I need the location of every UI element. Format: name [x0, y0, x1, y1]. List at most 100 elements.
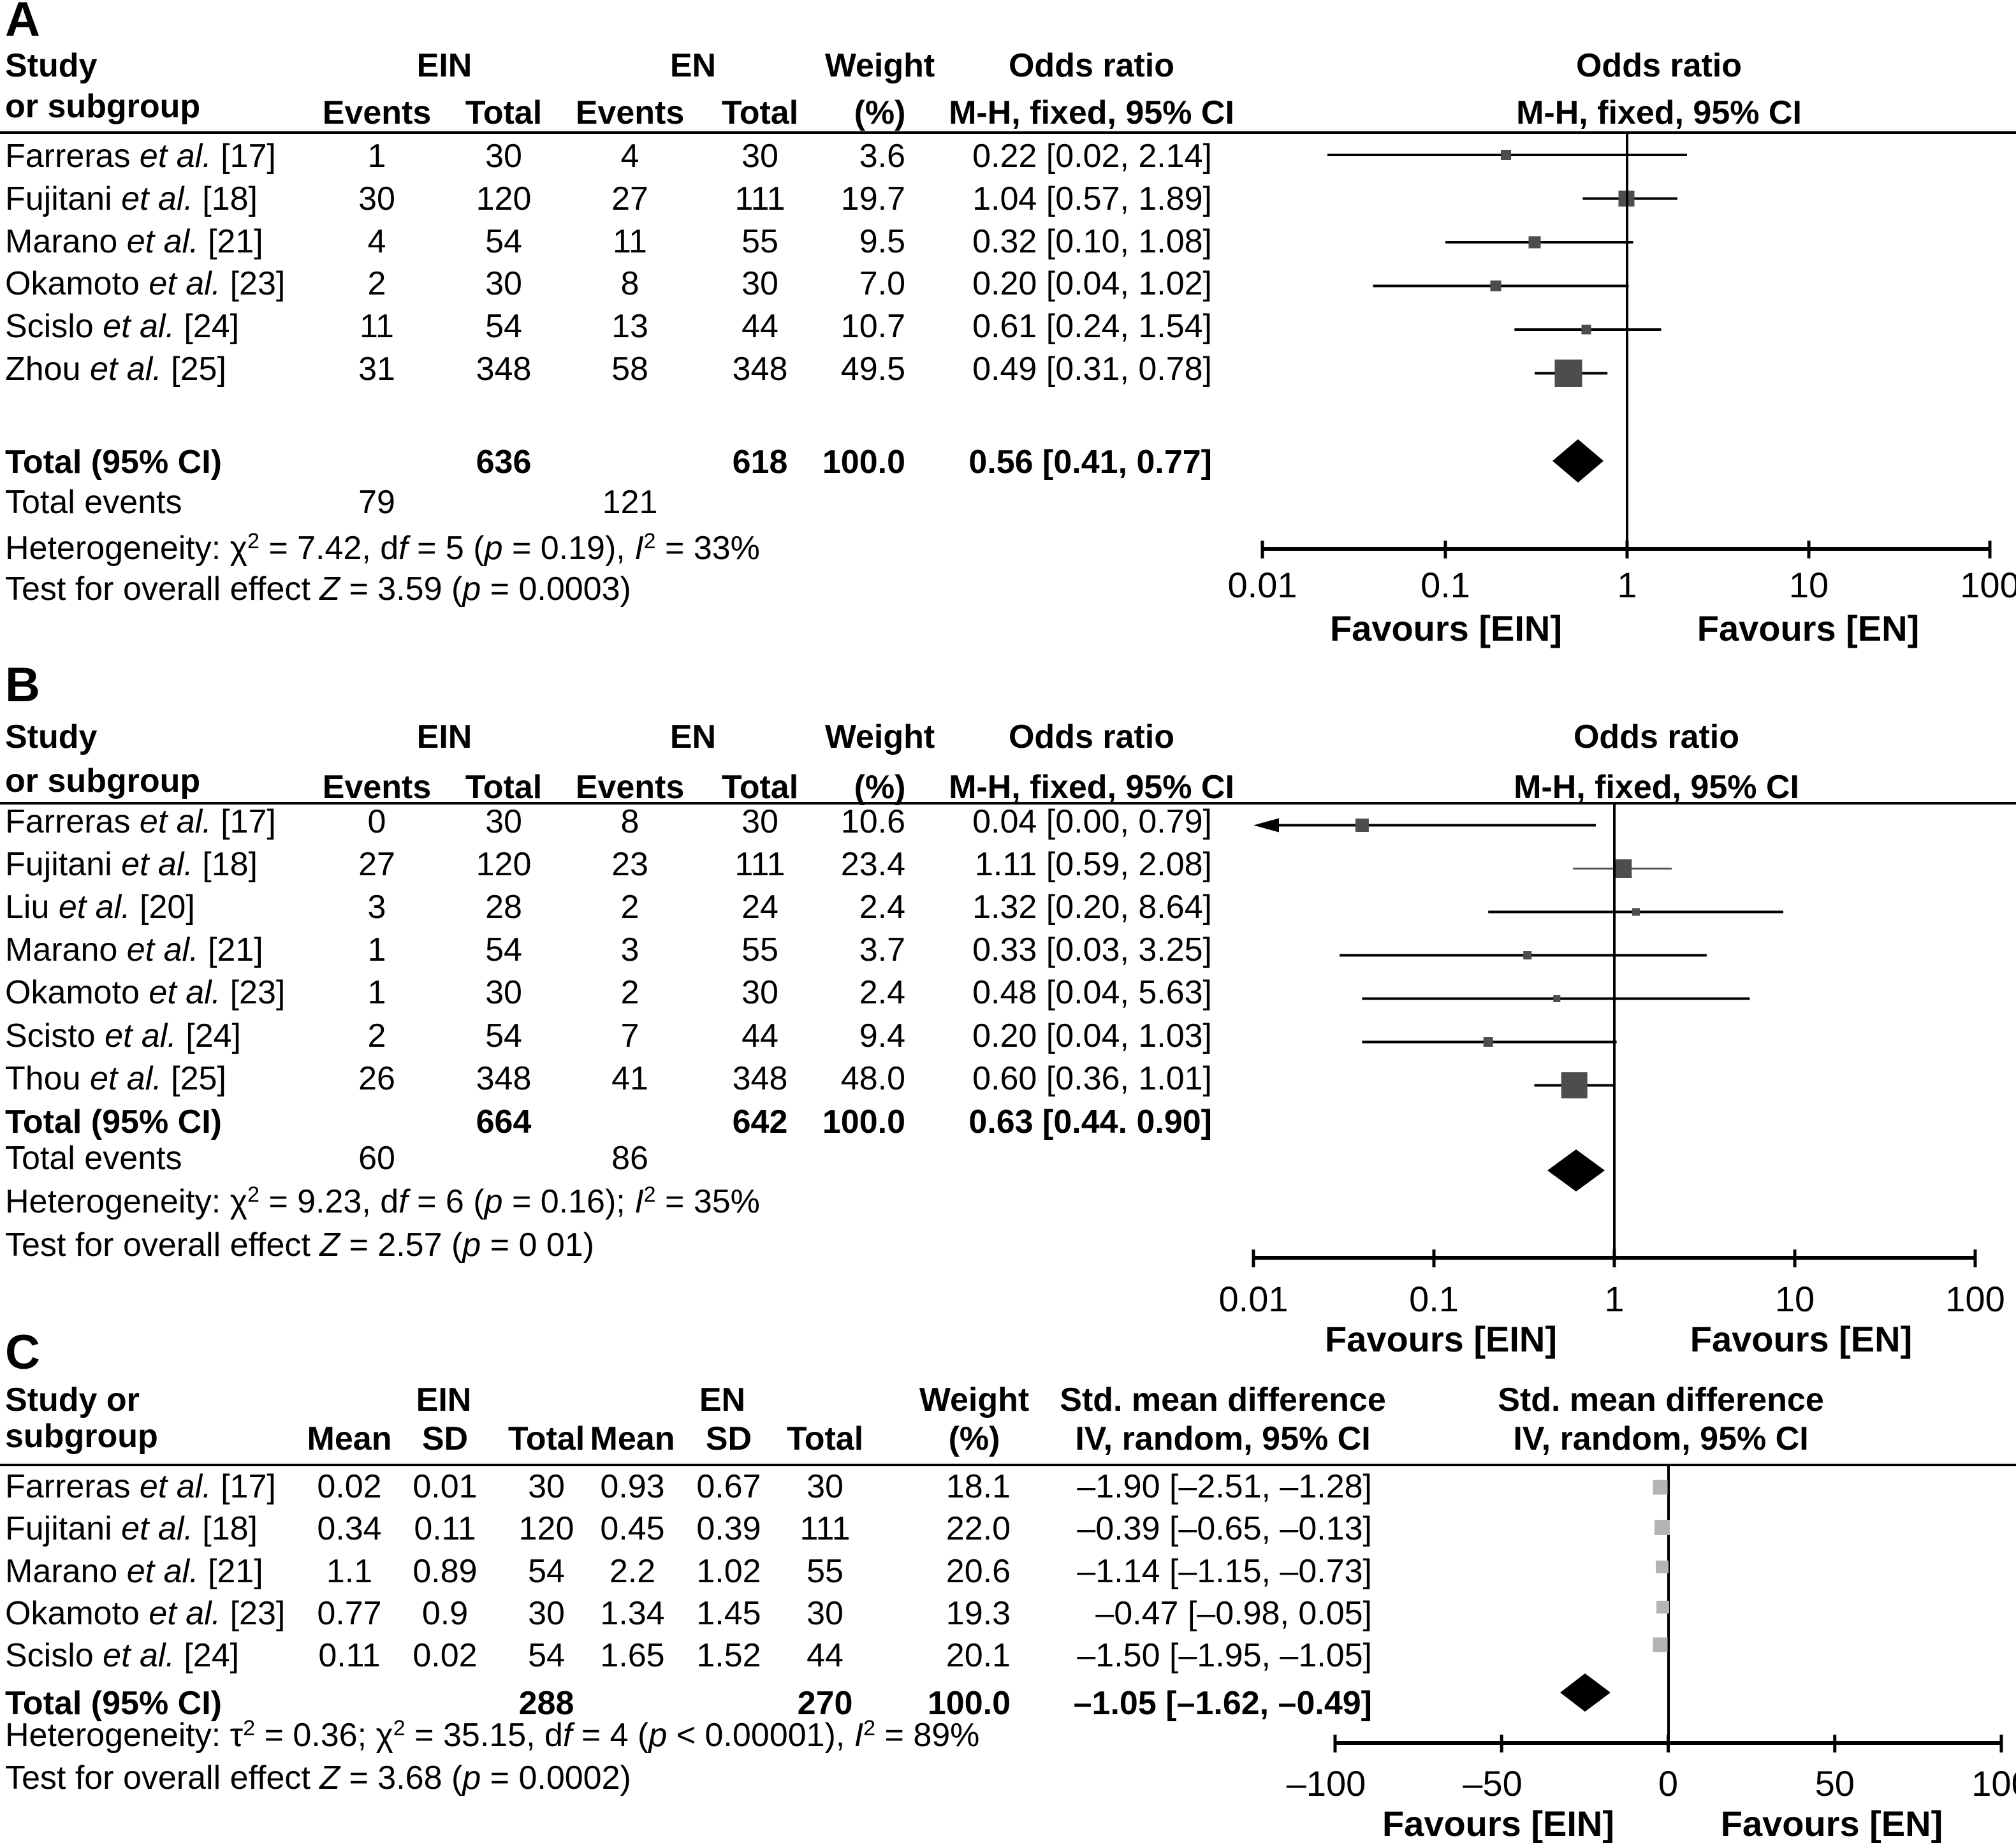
svg-text:A: A [5, 0, 40, 47]
svg-text:100.0: 100.0 [822, 1104, 905, 1140]
svg-text:24: 24 [741, 889, 778, 926]
svg-text:9.5: 9.5 [859, 223, 905, 260]
svg-text:28: 28 [485, 889, 522, 926]
svg-text:30: 30 [741, 138, 778, 175]
svg-text:44: 44 [741, 308, 778, 345]
svg-text:7: 7 [621, 1017, 639, 1054]
svg-text:B: B [5, 658, 40, 712]
svg-text:Farreras et al. [17]: Farreras et al. [17] [5, 803, 276, 840]
svg-text:1.32 [0.20, 8.64]: 1.32 [0.20, 8.64] [972, 889, 1212, 926]
svg-text:54: 54 [485, 1017, 522, 1054]
svg-text:Fujitani et al. [18]: Fujitani et al. [18] [5, 846, 258, 883]
svg-text:Favours [EIN]: Favours [EIN] [1330, 608, 1562, 648]
svg-text:0.02: 0.02 [317, 1468, 381, 1505]
svg-text:Total: Total [722, 94, 798, 131]
svg-text:Odds ratio: Odds ratio [1574, 718, 1739, 755]
svg-text:30: 30 [807, 1468, 844, 1505]
svg-text:49.5: 49.5 [841, 351, 905, 388]
svg-text:55: 55 [741, 223, 778, 260]
svg-text:Mean: Mean [307, 1420, 392, 1457]
svg-text:Favours [EN]: Favours [EN] [1697, 608, 1920, 648]
svg-text:0.20 [0.04, 1.02]: 0.20 [0.04, 1.02] [972, 265, 1212, 302]
svg-text:0.22 [0.02, 2.14]: 0.22 [0.02, 2.14] [972, 138, 1212, 175]
svg-text:–0.39 [–0.65, –0.13]: –0.39 [–0.65, –0.13] [1077, 1510, 1372, 1547]
svg-text:EN: EN [699, 1381, 745, 1418]
svg-text:0.49 [0.31, 0.78]: 0.49 [0.31, 0.78] [972, 351, 1212, 388]
svg-text:subgroup: subgroup [5, 1418, 158, 1455]
svg-text:3: 3 [368, 889, 386, 926]
svg-text:Std. mean difference: Std. mean difference [1060, 1381, 1385, 1418]
svg-text:55: 55 [807, 1553, 844, 1590]
svg-text:100: 100 [1960, 565, 2016, 605]
svg-text:Heterogeneity: χ2​ = 9.23, df: Heterogeneity: χ2​ = 9.23, df = 6 (p = 0… [5, 1183, 760, 1220]
svg-text:30: 30 [485, 138, 522, 175]
svg-text:Favours [EN]: Favours [EN] [1721, 1803, 1943, 1843]
svg-text:Farreras et al. [17]: Farreras et al. [17] [5, 1468, 276, 1505]
svg-text:Okamoto et al. [23]: Okamoto et al. [23] [5, 1595, 285, 1632]
svg-text:13: 13 [611, 308, 648, 345]
svg-text:26: 26 [358, 1060, 395, 1097]
svg-text:31: 31 [358, 351, 395, 388]
svg-text:0.01: 0.01 [1228, 565, 1297, 605]
svg-text:–1.05 [–1.62, –0.49]: –1.05 [–1.62, –0.49] [1074, 1685, 1372, 1722]
svg-text:348: 348 [476, 1060, 532, 1097]
svg-text:54: 54 [528, 1637, 565, 1674]
svg-text:Total: Total [722, 769, 798, 806]
svg-text:0.89: 0.89 [413, 1553, 477, 1590]
svg-text:0.32 [0.10, 1.08]: 0.32 [0.10, 1.08] [972, 223, 1212, 260]
svg-text:19.7: 19.7 [841, 180, 905, 217]
svg-text:44: 44 [807, 1637, 844, 1674]
svg-text:0.1: 0.1 [1421, 565, 1470, 605]
svg-text:0.11: 0.11 [318, 1637, 380, 1674]
svg-text:86: 86 [611, 1140, 648, 1177]
svg-text:4: 4 [621, 138, 639, 175]
svg-text:642: 642 [733, 1104, 788, 1140]
svg-text:EN: EN [670, 718, 716, 755]
svg-text:1.11 [0.59, 2.08]: 1.11 [0.59, 2.08] [975, 846, 1212, 883]
svg-text:0.01: 0.01 [413, 1468, 477, 1505]
svg-text:Odds ratio: Odds ratio [1009, 718, 1174, 755]
svg-text:0.93: 0.93 [600, 1468, 664, 1505]
svg-text:Total (95% CI): Total (95% CI) [5, 444, 222, 481]
svg-text:Test for overall effect Z = 3.: Test for overall effect Z = 3.68 (p = 0.… [5, 1759, 631, 1796]
svg-text:Thou et al. [25]: Thou et al. [25] [5, 1060, 226, 1097]
svg-text:Total (95% CI): Total (95% CI) [5, 1104, 222, 1140]
svg-text:IV, random, 95% CI: IV, random, 95% CI [1075, 1420, 1370, 1457]
svg-text:0.33 [0.03, 3.25]: 0.33 [0.03, 3.25] [972, 931, 1212, 968]
svg-text:2: 2 [368, 1017, 386, 1054]
svg-text:Weight: Weight [825, 47, 935, 84]
svg-text:348: 348 [733, 1060, 788, 1097]
svg-text:121: 121 [603, 484, 658, 521]
svg-text:Scislo et al. [24]: Scislo et al. [24] [5, 1637, 239, 1674]
svg-text:Total: Total [465, 94, 542, 131]
svg-text:M-H, fixed, 95% CI: M-H, fixed, 95% CI [1514, 769, 1799, 806]
svg-text:Total: Total [787, 1420, 863, 1457]
svg-text:0: 0 [1658, 1763, 1678, 1803]
svg-text:Favours [EIN]: Favours [EIN] [1325, 1319, 1557, 1359]
svg-text:0.63 [0.44. 0.90]: 0.63 [0.44. 0.90] [968, 1104, 1212, 1140]
svg-text:0.11: 0.11 [414, 1510, 476, 1547]
svg-text:Okamoto et al. [23]: Okamoto et al. [23] [5, 974, 285, 1011]
svg-text:Marano et al. [21]: Marano et al. [21] [5, 1553, 263, 1590]
svg-text:618: 618 [733, 444, 788, 481]
svg-text:30: 30 [485, 803, 522, 840]
svg-text:4: 4 [368, 223, 386, 260]
svg-text:SD: SD [422, 1420, 468, 1457]
svg-text:Mean: Mean [590, 1420, 675, 1457]
svg-text:23.4: 23.4 [841, 846, 905, 883]
svg-text:30: 30 [741, 974, 778, 1011]
svg-text:Total events: Total events [5, 484, 182, 521]
svg-text:–1.90 [–2.51, –1.28]: –1.90 [–2.51, –1.28] [1077, 1468, 1372, 1505]
svg-text:Events: Events [323, 94, 432, 131]
svg-text:27: 27 [611, 180, 648, 217]
svg-text:Marano et al. [21]: Marano et al. [21] [5, 223, 263, 260]
svg-text:0.56 [0.41, 0.77]: 0.56 [0.41, 0.77] [968, 444, 1212, 481]
svg-text:EN: EN [670, 47, 716, 84]
svg-text:10: 10 [1775, 1279, 1815, 1319]
svg-text:0.60 [0.36, 1.01]: 0.60 [0.36, 1.01] [972, 1060, 1212, 1097]
svg-text:7.0: 7.0 [859, 265, 905, 302]
svg-text:Favours [EN]: Favours [EN] [1690, 1319, 1913, 1359]
svg-text:54: 54 [485, 223, 522, 260]
svg-text:Events: Events [576, 94, 685, 131]
svg-text:111: 111 [734, 180, 785, 217]
